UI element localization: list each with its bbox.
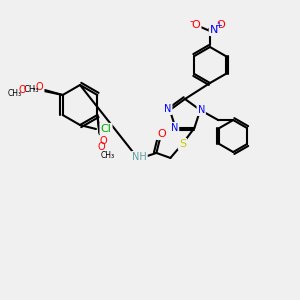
Text: O: O xyxy=(36,82,44,92)
Text: CH₃: CH₃ xyxy=(24,85,39,94)
Text: +: + xyxy=(216,22,222,31)
Text: O: O xyxy=(192,20,200,30)
Text: N: N xyxy=(197,105,205,115)
Text: CH₃: CH₃ xyxy=(8,89,22,98)
Text: Cl: Cl xyxy=(100,124,111,134)
Text: N: N xyxy=(210,25,218,35)
Text: NH: NH xyxy=(132,152,147,162)
Text: O: O xyxy=(217,20,225,30)
Text: O: O xyxy=(100,136,107,146)
Text: O: O xyxy=(19,85,26,95)
Text: O: O xyxy=(98,142,105,152)
Text: O: O xyxy=(157,129,166,139)
Text: CH₃: CH₃ xyxy=(100,151,114,160)
Text: N: N xyxy=(171,123,178,133)
Text: -: - xyxy=(189,16,193,26)
Text: S: S xyxy=(179,139,186,149)
Text: N: N xyxy=(164,104,172,114)
